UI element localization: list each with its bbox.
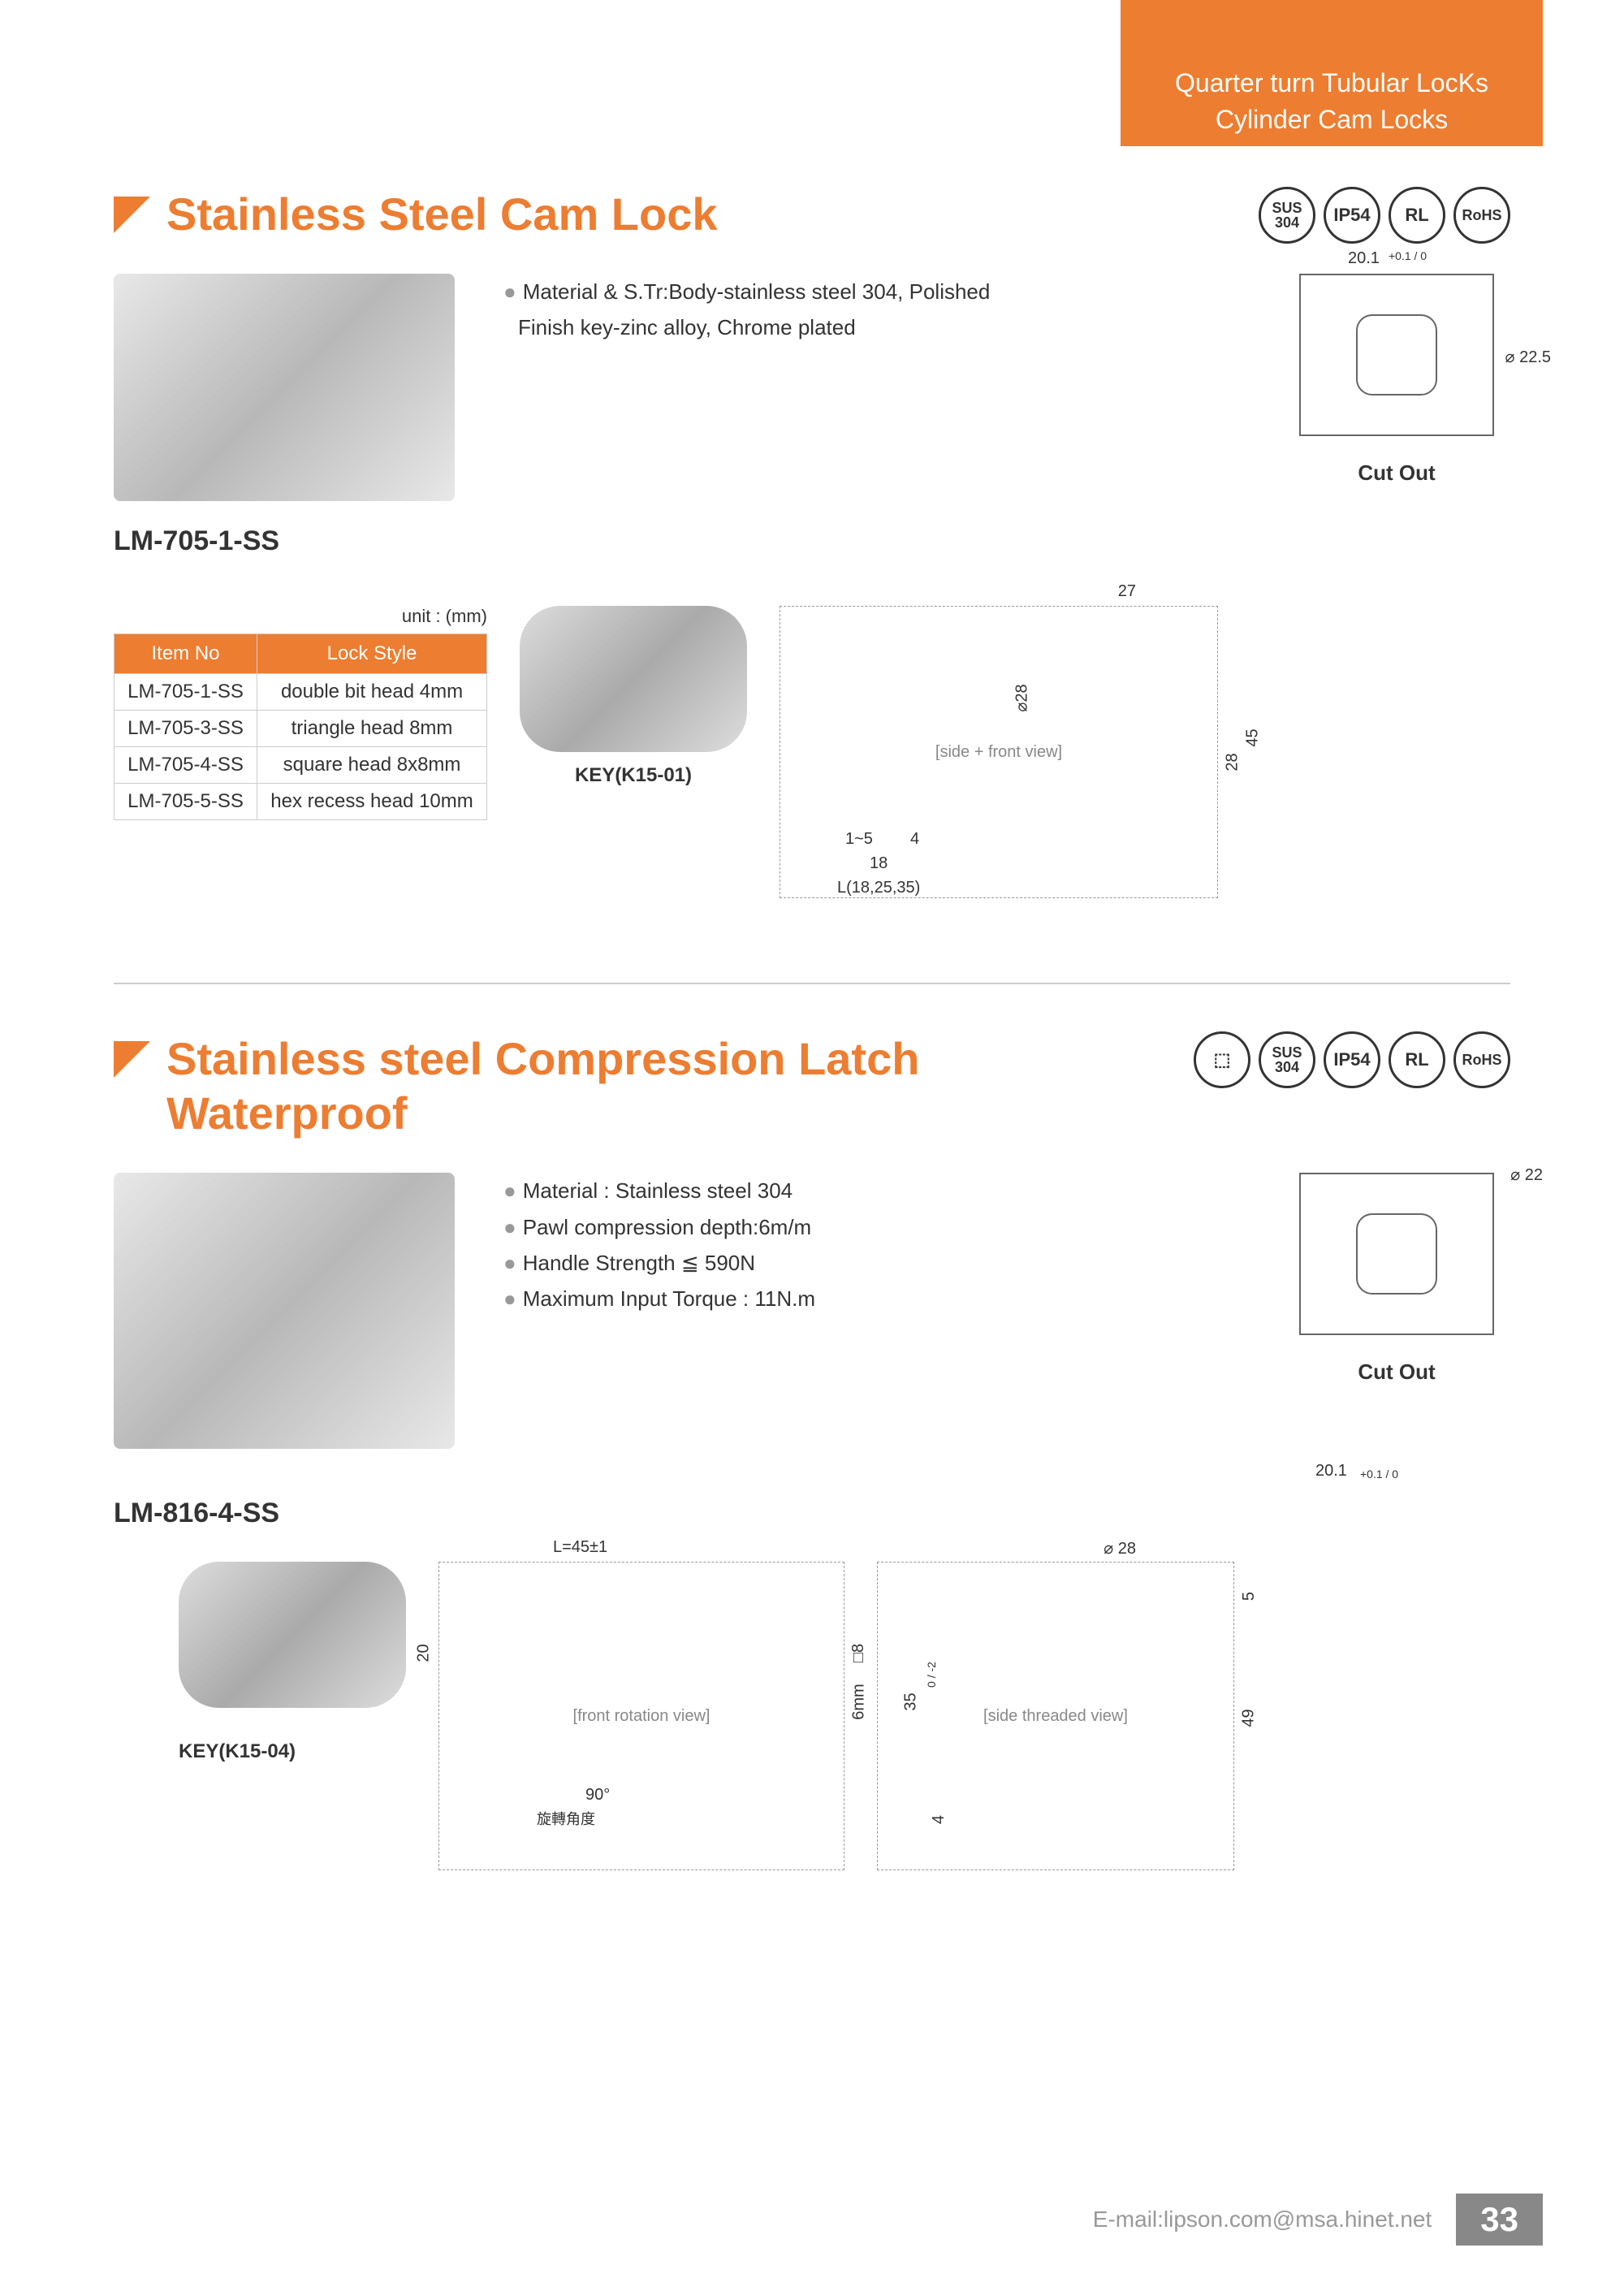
spec-item: ●Maximum Input Torque : 11N.m [503, 1281, 1234, 1316]
badge-rohs: RoHS [1453, 1031, 1510, 1088]
table-row: LM-705-5-SShex recess head 10mm [114, 784, 487, 820]
cutout-hole [1356, 1213, 1437, 1295]
badge-ip54: IP54 [1324, 1031, 1380, 1088]
spec-item: ●Pawl compression depth:6m/m [503, 1209, 1234, 1245]
section-title: Stainless Steel Cam Lock [166, 187, 718, 241]
badge-rohs: RoHS [1453, 187, 1510, 244]
triangle-marker-icon [114, 1041, 150, 1078]
spec-list: ●Material : Stainless steel 304 ●Pawl co… [503, 1173, 1234, 1529]
table-row: LM-705-4-SSsquare head 8x8mm [114, 747, 487, 784]
dim-text: +0.1 / 0 [1360, 1468, 1398, 1480]
title-row: Stainless steel Compression Latch Waterp… [114, 1031, 1510, 1140]
cutout-hole [1356, 314, 1437, 396]
spec-item: ●Material & S.Tr:Body-stainless steel 30… [503, 274, 1234, 309]
badge-sus304: SUS 304 [1259, 187, 1315, 244]
content-row-2: LM-816-4-SS ●Material : Stainless steel … [114, 1173, 1510, 1529]
dim-text: 20.1 [1315, 1462, 1347, 1480]
technical-drawing-side: ⌀ 28 5 6mm 35 0 / -2 4 49 [side threaded… [877, 1562, 1234, 1870]
section-compression-latch: Stainless steel Compression Latch Waterp… [114, 1031, 1510, 1870]
section-divider [114, 983, 1510, 984]
product-column: LM-705-1-SS [114, 274, 455, 557]
product-image [114, 274, 455, 501]
triangle-marker-icon [114, 197, 150, 233]
spec-table: Item No Lock Style LM-705-1-SSdouble bit… [114, 633, 487, 820]
key-image [179, 1562, 406, 1708]
header-line2: Cylinder Cam Locks [1121, 102, 1543, 138]
technical-drawing-front: L=45±1 20 □8 90° 旋轉角度 [front rotation vi… [438, 1562, 844, 1870]
badges-row: ⬚ SUS 304 IP54 RL RoHS [1194, 1031, 1510, 1088]
cutout-label: Cut Out [1283, 1359, 1510, 1385]
product-image [114, 1173, 455, 1449]
key-column: KEY(K15-01) [520, 606, 747, 787]
content-row-1: LM-705-1-SS ●Material & S.Tr:Body-stainl… [114, 274, 1510, 557]
section-cam-lock: Stainless Steel Cam Lock SUS 304 IP54 RL… [114, 187, 1510, 898]
product-label: LM-816-4-SS [114, 1498, 455, 1529]
product-label: LM-705-1-SS [114, 525, 455, 557]
cutout-label: Cut Out [1283, 460, 1510, 486]
spec-list: ●Material & S.Tr:Body-stainless steel 30… [503, 274, 1234, 557]
table-row: LM-705-1-SSdouble bit head 4mm [114, 674, 487, 711]
spec-item: ●Handle Strength ≦ 590N [503, 1245, 1234, 1281]
badges-row: SUS 304 IP54 RL RoHS [1259, 187, 1510, 244]
footer-email: E-mail:lipson.com@msa.hinet.net [1093, 2207, 1432, 2233]
title-row: Stainless Steel Cam Lock SUS 304 IP54 RL… [114, 187, 1510, 241]
badge-rl: RL [1389, 187, 1445, 244]
section-title: Stainless steel Compression Latch Waterp… [166, 1031, 1060, 1140]
dim-text: ⌀ 22 [1510, 1165, 1543, 1185]
header-line1: Quarter turn Tubular LocKs [1121, 65, 1543, 102]
page-footer: E-mail:lipson.com@msa.hinet.net 33 [1093, 2194, 1543, 2246]
cutout-area: ⌀ 22 20.1 +0.1 / 0 Cut Out [1283, 1173, 1510, 1529]
table-column: unit : (mm) Item No Lock Style LM-705-1-… [114, 606, 487, 820]
key-column: KEY(K15-04) [179, 1562, 406, 1763]
unit-label: unit : (mm) [114, 606, 487, 627]
key-image [520, 606, 747, 752]
spec-item: Finish key-zinc alloy, Chrome plated [518, 309, 1234, 345]
badge-rl: RL [1389, 1031, 1445, 1088]
table-row: LM-705-3-SStriangle head 8mm [114, 711, 487, 747]
category-header: Quarter turn Tubular LocKs Cylinder Cam … [1121, 0, 1543, 146]
table-header: Lock Style [257, 634, 487, 674]
cutout-diagram [1299, 1173, 1494, 1335]
badge-sus304: SUS 304 [1259, 1031, 1315, 1088]
lower-row-2: KEY(K15-04) L=45±1 20 □8 90° 旋轉角度 [front… [114, 1562, 1510, 1870]
spec-item: ●Material : Stainless steel 304 [503, 1173, 1234, 1208]
technical-drawing: 27 ⌀28 1~5 4 18 L(18,25,35) 28 45 [side … [780, 606, 1218, 898]
product-column: LM-816-4-SS [114, 1173, 455, 1529]
key-label: KEY(K15-04) [179, 1740, 406, 1763]
badge-compress-icon: ⬚ [1194, 1031, 1250, 1088]
dim-text: +0.1 / 0 [1389, 249, 1427, 262]
badge-ip54: IP54 [1324, 187, 1380, 244]
table-header: Item No [114, 634, 257, 674]
cutout-diagram [1299, 274, 1494, 436]
dim-text: ⌀ 22.5 [1505, 347, 1551, 367]
dim-text: 20.1 [1348, 249, 1380, 268]
lower-row: unit : (mm) Item No Lock Style LM-705-1-… [114, 606, 1510, 898]
page-number: 33 [1456, 2194, 1543, 2246]
cutout-area: 20.1 +0.1 / 0 ⌀ 22.5 Cut Out [1283, 274, 1510, 557]
key-label: KEY(K15-01) [520, 764, 747, 787]
